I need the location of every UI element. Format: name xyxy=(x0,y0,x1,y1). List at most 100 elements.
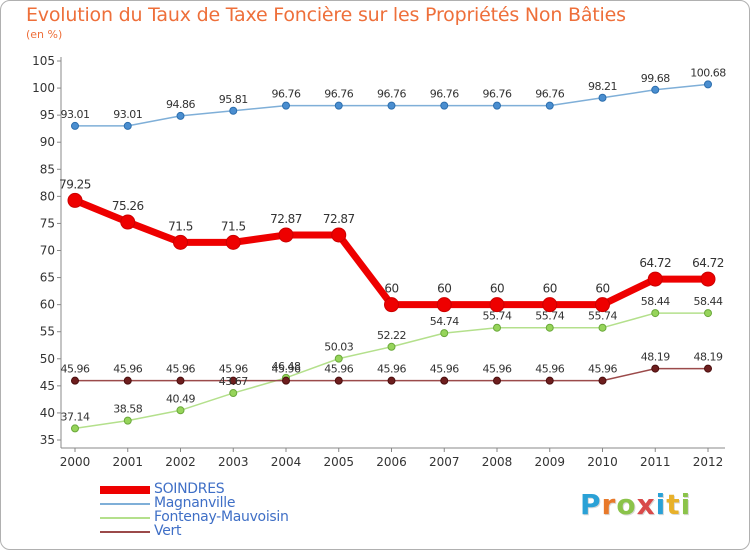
data-point xyxy=(123,121,132,130)
logo-letter: i xyxy=(655,488,667,521)
logo-letter: r xyxy=(601,488,617,521)
data-label: 60 xyxy=(490,282,504,296)
legend-swatch xyxy=(100,486,150,494)
logo-letter: x xyxy=(636,488,656,521)
data-point xyxy=(651,364,660,373)
data-point xyxy=(229,376,238,385)
data-point xyxy=(704,80,712,89)
y-tick-label: 50 xyxy=(40,352,55,366)
legend-swatch xyxy=(100,517,150,519)
data-label: 58.44 xyxy=(641,295,670,308)
data-point xyxy=(545,101,554,110)
data-label: 93.01 xyxy=(61,108,90,121)
data-label: 58.44 xyxy=(694,295,723,308)
legend-label: Magnanville xyxy=(154,495,236,511)
data-label: 45.96 xyxy=(535,363,564,376)
data-point xyxy=(71,376,79,385)
data-point xyxy=(598,376,607,385)
x-tick-label: 2002 xyxy=(165,455,196,469)
data-label: 94.86 xyxy=(166,98,195,111)
data-point xyxy=(334,354,343,363)
y-tick-label: 65 xyxy=(40,271,55,285)
data-label: 96.76 xyxy=(377,88,406,101)
data-label: 64.72 xyxy=(692,256,724,270)
data-point xyxy=(700,271,716,287)
data-point xyxy=(282,101,290,110)
data-label: 45.96 xyxy=(324,363,353,376)
data-label: 55.74 xyxy=(588,310,617,323)
legend-label: SOINDRES xyxy=(154,481,225,497)
y-tick-label: 40 xyxy=(40,406,55,420)
chart-subtitle: (en %) xyxy=(26,28,63,41)
data-point xyxy=(598,323,607,332)
x-tick-label: 2005 xyxy=(323,455,354,469)
data-label: 60 xyxy=(595,282,609,296)
data-point xyxy=(595,297,610,313)
data-label: 45.96 xyxy=(113,363,142,376)
y-tick-label: 105 xyxy=(32,54,55,68)
legend-label: Vert xyxy=(154,523,182,539)
data-label: 45.96 xyxy=(272,363,301,376)
x-tick-label: 2004 xyxy=(271,455,302,469)
data-label: 96.76 xyxy=(483,88,512,101)
data-point xyxy=(225,234,241,250)
data-label: 60 xyxy=(437,282,451,296)
data-point xyxy=(71,121,79,130)
data-label: 43.67 xyxy=(219,375,248,388)
data-point xyxy=(123,416,132,425)
logo-letter: i xyxy=(680,488,692,521)
x-tick-label: 2008 xyxy=(482,455,513,469)
data-label: 64.72 xyxy=(639,256,671,270)
data-point xyxy=(545,376,554,385)
data-point xyxy=(334,101,343,110)
data-point xyxy=(598,93,607,102)
chart-legend: SOINDRES Magnanville Fontenay-Mauvoisin Ver… xyxy=(100,481,360,539)
data-point xyxy=(493,323,501,332)
data-label: 37.14 xyxy=(61,410,90,423)
data-label: 50.03 xyxy=(324,341,353,354)
data-label: 45.96 xyxy=(430,363,459,376)
data-label: 96.76 xyxy=(535,88,564,101)
data-point xyxy=(229,106,238,115)
x-tick-label: 2009 xyxy=(534,455,565,469)
data-point xyxy=(278,227,294,243)
data-label: 45.96 xyxy=(483,363,512,376)
line-chart: 35 40 45 50 55 60 65 70 75 80 85 90 95 100 105 2000 2001… xyxy=(32,54,727,469)
data-point xyxy=(229,389,238,398)
legend-item: Fontenay-Mauvoisin xyxy=(100,509,360,525)
data-point xyxy=(489,297,505,313)
legend-item: Magnanville xyxy=(100,495,360,511)
data-label: 48.19 xyxy=(641,351,670,364)
y-tick-label: 70 xyxy=(40,244,55,258)
x-tick-label: 2010 xyxy=(587,455,618,469)
data-label: 54.74 xyxy=(430,315,459,328)
x-tick-label: 2003 xyxy=(218,455,249,469)
y-tick-label: 95 xyxy=(40,108,55,122)
logo-letter: P xyxy=(580,488,602,521)
logo-letter: t xyxy=(666,488,681,521)
data-label: 48.19 xyxy=(694,351,723,364)
data-label: 71.5 xyxy=(168,219,193,233)
data-point xyxy=(440,376,449,385)
y-tick-label: 60 xyxy=(40,298,55,312)
data-label: 45.96 xyxy=(219,363,248,376)
data-label: 79.25 xyxy=(59,177,91,191)
data-point xyxy=(123,376,132,385)
x-tick-label: 2000 xyxy=(60,455,91,469)
data-point xyxy=(493,101,501,110)
data-label: 72.87 xyxy=(323,212,355,226)
data-label: 55.74 xyxy=(535,310,564,323)
legend-swatch xyxy=(100,531,150,533)
data-label: 45.96 xyxy=(61,363,90,376)
data-point xyxy=(176,111,185,120)
data-label: 93.01 xyxy=(113,108,142,121)
data-label: 45.96 xyxy=(588,363,617,376)
data-label: 45.96 xyxy=(166,363,195,376)
data-label: 71.5 xyxy=(221,219,246,233)
x-tick-label: 2012 xyxy=(693,455,724,469)
data-point xyxy=(440,329,449,338)
data-point xyxy=(176,406,185,415)
data-point xyxy=(173,234,188,250)
data-point xyxy=(384,297,399,313)
legend-item: SOINDRES xyxy=(100,481,360,497)
